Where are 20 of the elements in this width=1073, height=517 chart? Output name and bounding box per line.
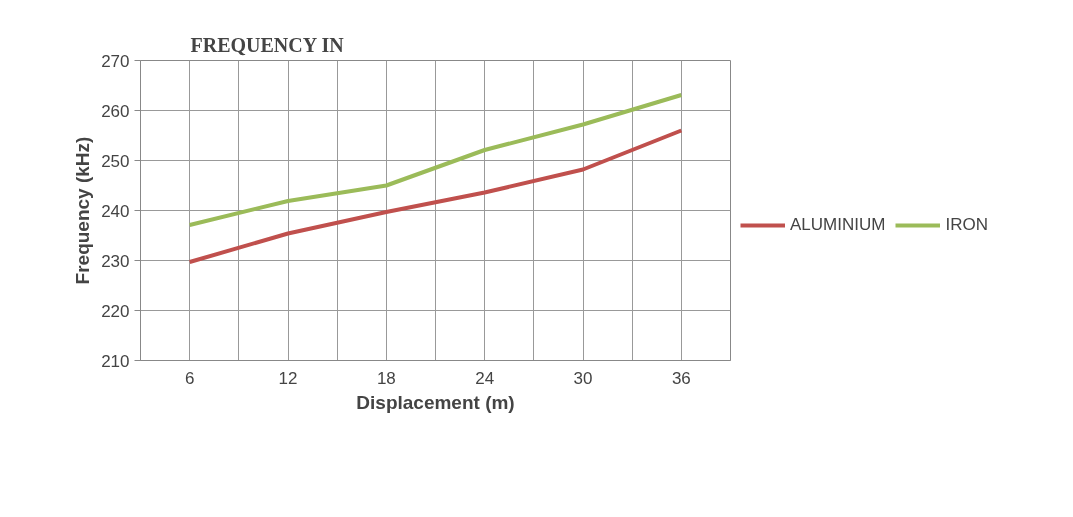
y-axis-title: Frequency (kHz) bbox=[72, 136, 94, 285]
y-tick-label: 250 bbox=[101, 151, 130, 171]
x-tick-label: 18 bbox=[376, 368, 396, 388]
y-tick-label: 260 bbox=[101, 101, 130, 121]
x-tick-label: 36 bbox=[671, 368, 691, 388]
x-tick-label: 12 bbox=[278, 368, 298, 388]
chart-title: FREQUENCY IN bbox=[190, 33, 345, 56]
line-series bbox=[187, 93, 684, 227]
y-tick-label: 230 bbox=[101, 251, 130, 271]
x-tick-label: 6 bbox=[184, 368, 195, 388]
y-tick-label: 220 bbox=[101, 301, 130, 321]
x-axis-title: Displacement (m) bbox=[356, 391, 515, 413]
x-tick-label: 24 bbox=[475, 368, 495, 388]
line-series bbox=[187, 128, 684, 264]
x-tick-label: 30 bbox=[573, 368, 593, 388]
y-tick-label: 210 bbox=[101, 351, 130, 371]
y-tick-label: 270 bbox=[101, 51, 130, 71]
y-tick-label: 240 bbox=[101, 201, 130, 221]
legend-label: IRON bbox=[945, 215, 988, 235]
legend-label: ALUMINIUM bbox=[790, 215, 886, 235]
